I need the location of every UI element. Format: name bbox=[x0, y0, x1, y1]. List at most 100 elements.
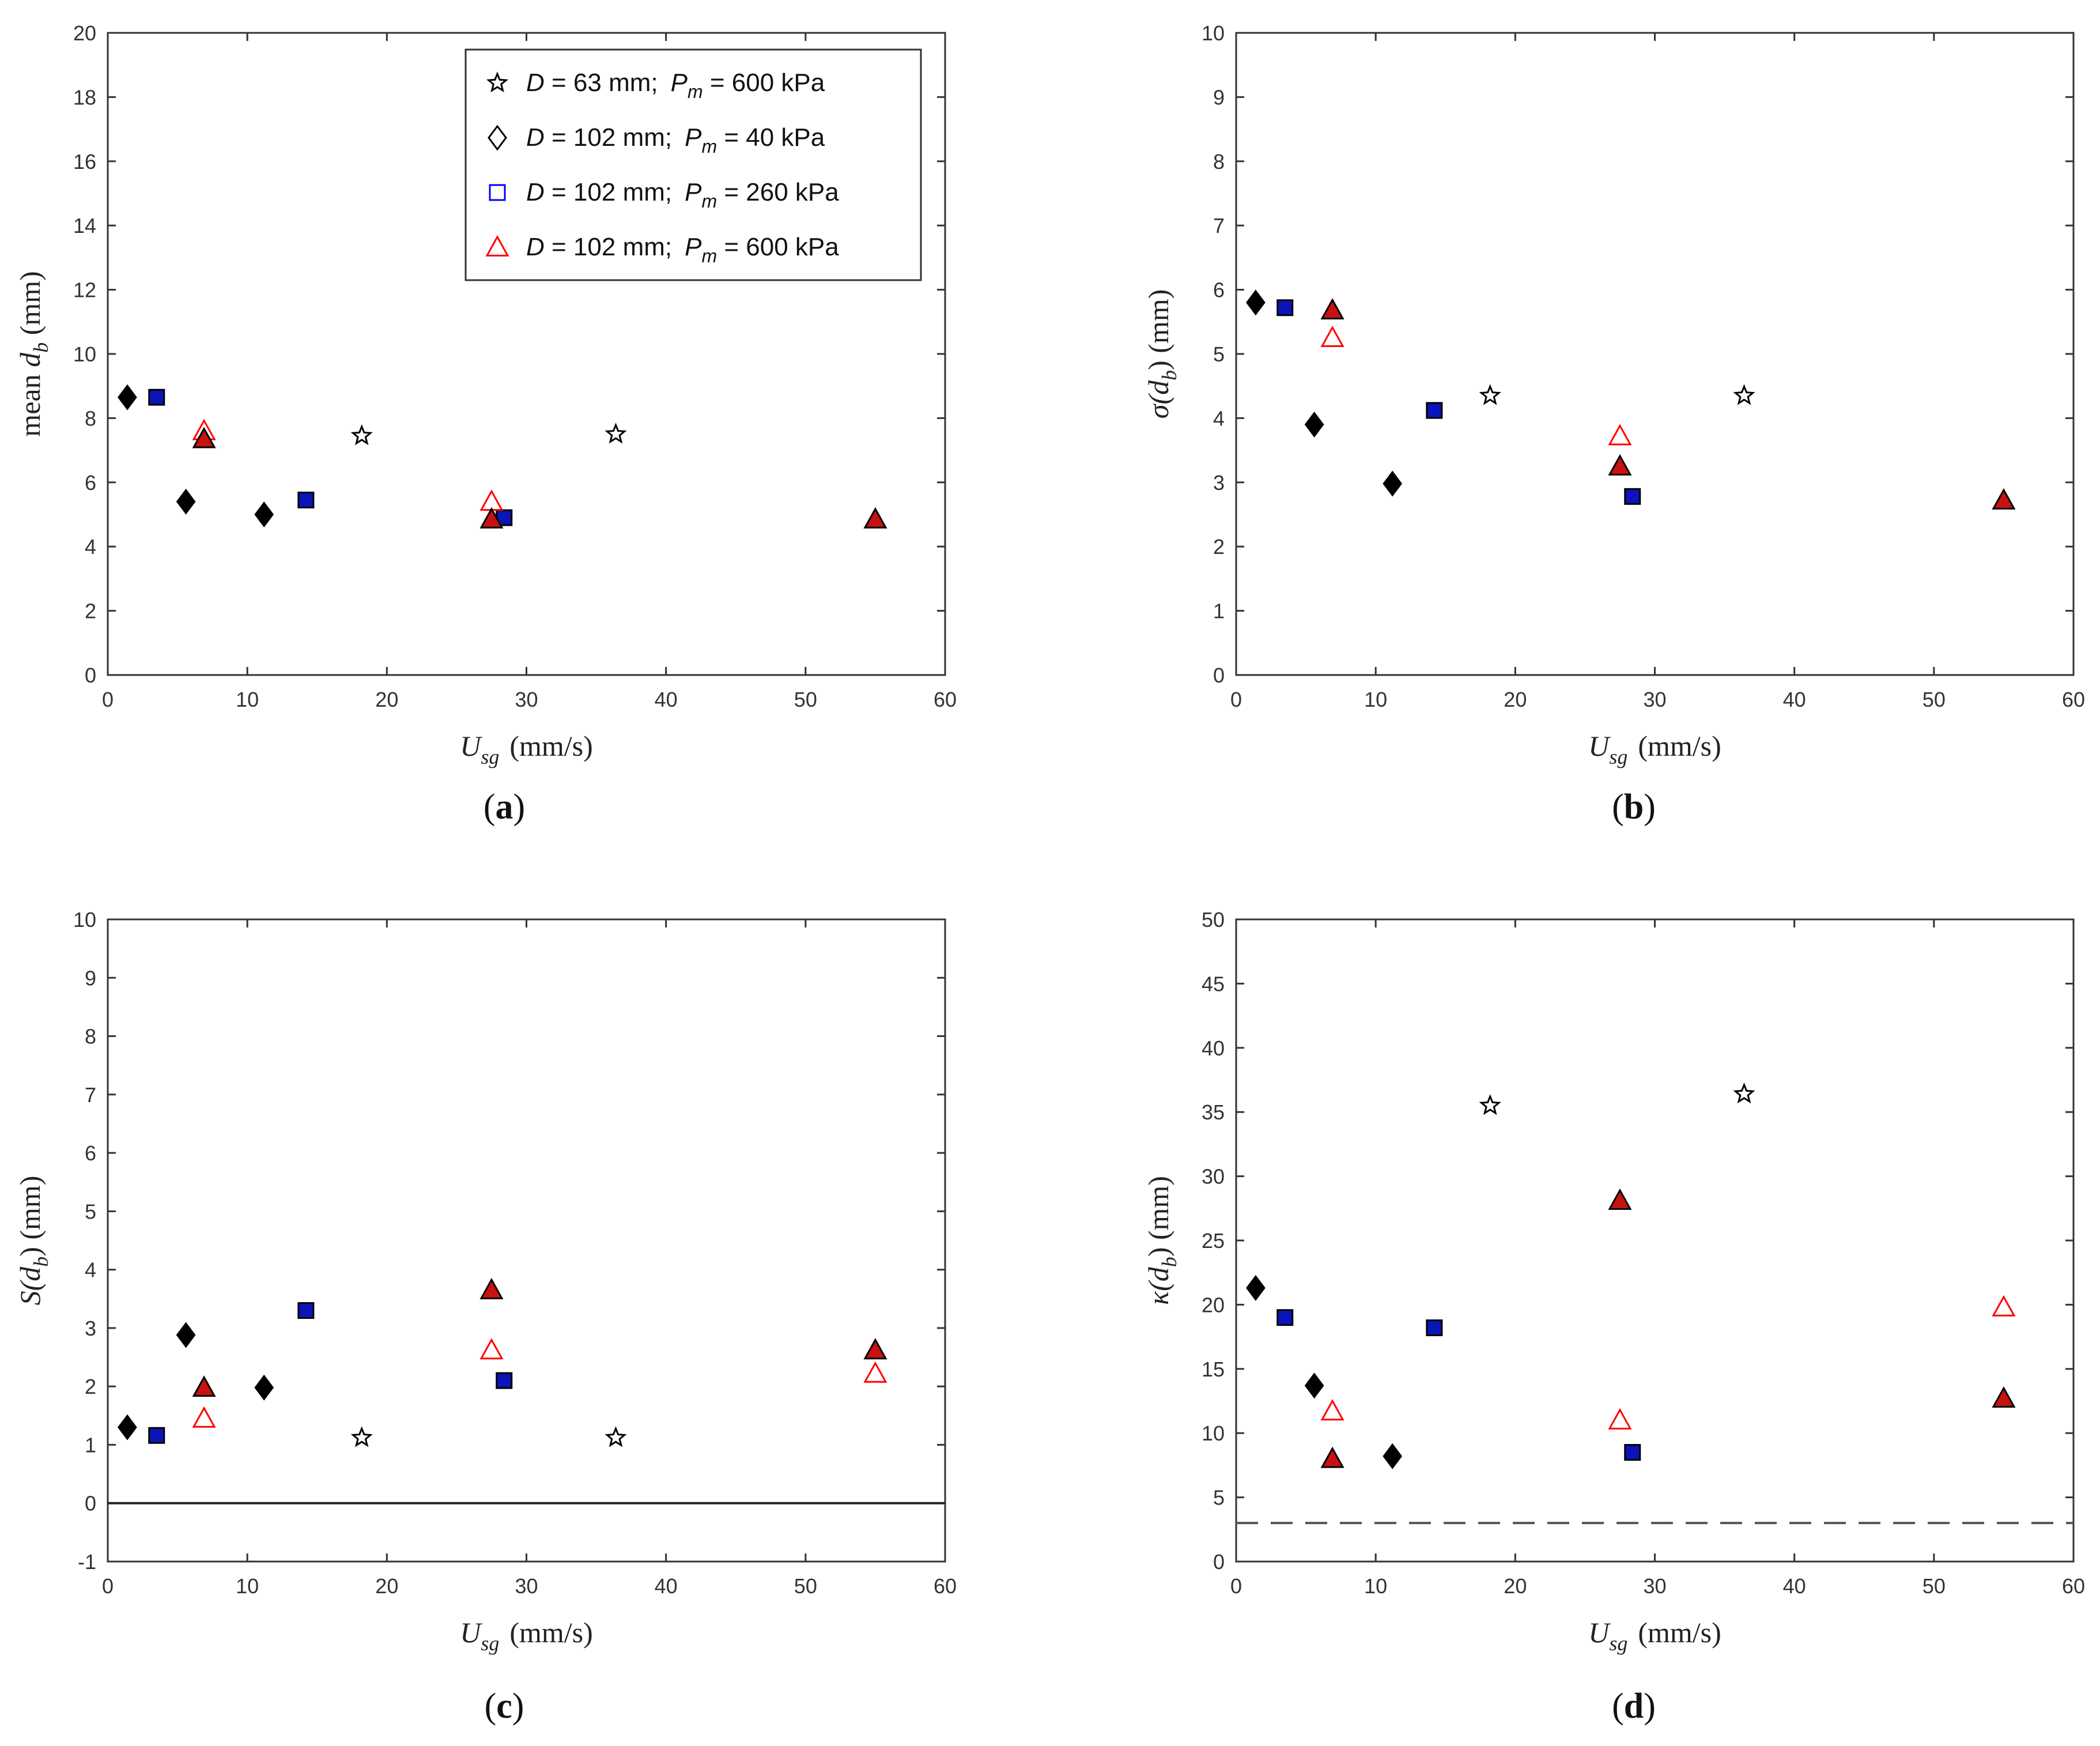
x-tick-label: 10 bbox=[1364, 1574, 1387, 1598]
data-point-square bbox=[1426, 402, 1443, 419]
data-point-diamond bbox=[1304, 412, 1324, 438]
legend-entry: D = 102 mm; Pm = 40 kPa bbox=[488, 123, 825, 157]
data-point-star bbox=[1479, 384, 1501, 405]
data-point-triangle bbox=[863, 1361, 887, 1383]
data-point-star bbox=[605, 1426, 627, 1447]
series-triangle-open bbox=[1320, 1295, 2016, 1430]
x-tick-label: 30 bbox=[1643, 1574, 1666, 1598]
y-axis-label: κ(db) (mm) bbox=[1142, 1176, 1181, 1305]
y-tick-label: 9 bbox=[1213, 85, 1225, 109]
x-tick-label: 60 bbox=[2062, 1574, 2085, 1598]
y-tick-label: 2 bbox=[85, 1375, 96, 1398]
y-axis-subscript: b bbox=[1158, 370, 1181, 380]
y-axis-label: S(db) (mm) bbox=[14, 1176, 52, 1306]
legend-d-symbol: D bbox=[526, 123, 545, 152]
data-point-triangle bbox=[1608, 1408, 1632, 1430]
y-axis-suffix: ) (mm) bbox=[1142, 1176, 1174, 1257]
legend-p-value: = 40 kPa bbox=[717, 123, 825, 152]
series-square-filled bbox=[148, 389, 513, 526]
data-point-triangle bbox=[479, 1277, 504, 1299]
x-axis-label: Usg (mm/s) bbox=[460, 1616, 593, 1655]
y-axis-suffix: ) (mm) bbox=[14, 1176, 46, 1257]
y-axis-label: σ(db) (mm) bbox=[1142, 289, 1181, 419]
data-point-triangle bbox=[1608, 424, 1632, 446]
legend-label: D = 102 mm; Pm = 40 kPa bbox=[526, 123, 825, 157]
y-tick-label: 40 bbox=[1202, 1036, 1225, 1060]
x-tick-label: 20 bbox=[375, 688, 398, 711]
data-point-triangle bbox=[1992, 1295, 2016, 1317]
y-axis-suffix: (mm) bbox=[14, 271, 46, 342]
legend-p-subscript: m bbox=[701, 136, 717, 157]
x-tick-label: 40 bbox=[1783, 1574, 1806, 1598]
panel-letter: b bbox=[1624, 787, 1644, 827]
x-axis-label: Usg (mm/s) bbox=[1588, 1616, 1721, 1655]
y-tick-label: -1 bbox=[78, 1550, 96, 1574]
panel-letter: d bbox=[1624, 1687, 1644, 1726]
legend-entry: D = 63 mm; Pm = 600 kPa bbox=[486, 69, 825, 102]
x-axis-unit: (mm/s) bbox=[509, 1616, 592, 1649]
y-axis-prefix: S( bbox=[14, 1279, 46, 1305]
data-point-square bbox=[1276, 299, 1294, 316]
x-tick-label: 40 bbox=[1783, 688, 1806, 711]
y-tick-label: 14 bbox=[73, 214, 96, 237]
x-tick-label: 60 bbox=[934, 688, 957, 711]
legend: D = 63 mm; Pm = 600 kPa D = 102 mm; Pm = 40… bbox=[464, 48, 922, 281]
x-tick-label: 10 bbox=[236, 688, 259, 711]
y-axis-prefix: mean bbox=[14, 367, 46, 437]
y-tick-label: 6 bbox=[85, 1141, 96, 1165]
y-tick-label: 10 bbox=[73, 908, 96, 932]
data-point-triangle bbox=[1320, 1399, 1344, 1421]
x-axis-subscript: sg bbox=[1609, 1632, 1627, 1655]
y-axis-symbol: d bbox=[14, 352, 46, 367]
legend-entry: D = 102 mm; Pm = 600 kPa bbox=[485, 233, 839, 266]
legend-d-value: = 102 mm; bbox=[545, 123, 672, 152]
data-point-triangle bbox=[479, 507, 504, 529]
legend-box bbox=[464, 48, 922, 281]
x-axis-label: Usg (mm/s) bbox=[460, 730, 593, 768]
data-point-triangle bbox=[1992, 488, 2016, 510]
x-axis-subscript: sg bbox=[1609, 745, 1627, 768]
legend-p-subscript: m bbox=[688, 81, 703, 102]
data-point-triangle bbox=[1320, 298, 1344, 320]
x-tick-label: 0 bbox=[1230, 688, 1242, 711]
series-star-open bbox=[350, 1426, 627, 1447]
y-tick-label: 3 bbox=[85, 1317, 96, 1340]
data-point-star bbox=[605, 423, 627, 444]
y-axis-subscript: b bbox=[29, 342, 52, 353]
x-tick-label: 40 bbox=[655, 688, 678, 711]
data-point-square bbox=[1426, 1319, 1443, 1337]
series-triangle-filled bbox=[1320, 298, 2016, 510]
data-point-triangle bbox=[1608, 454, 1632, 476]
data-point-triangle bbox=[192, 427, 216, 448]
legend-p-symbol: P bbox=[685, 123, 702, 152]
y-axis-prefix: κ( bbox=[1142, 1280, 1174, 1305]
y-tick-label: 30 bbox=[1202, 1165, 1225, 1189]
y-tick-label: 5 bbox=[85, 1200, 96, 1223]
y-tick-label: 0 bbox=[1213, 1550, 1225, 1574]
y-axis-prefix: σ( bbox=[1142, 393, 1174, 419]
y-tick-label: 10 bbox=[73, 342, 96, 366]
legend-diamond-icon bbox=[488, 125, 507, 151]
data-point-triangle bbox=[192, 1406, 216, 1428]
data-point-diamond bbox=[118, 1414, 137, 1440]
x-axis-unit: (mm/s) bbox=[1638, 1616, 1721, 1649]
legend-p-subscript: m bbox=[701, 191, 717, 212]
data-point-triangle bbox=[479, 1338, 504, 1360]
data-point-star bbox=[1479, 1094, 1501, 1115]
legend-p-symbol: P bbox=[685, 233, 702, 261]
x-tick-label: 0 bbox=[1230, 1574, 1242, 1598]
x-tick-label: 40 bbox=[655, 1574, 678, 1598]
y-tick-label: 8 bbox=[85, 406, 96, 430]
y-tick-label: 7 bbox=[85, 1083, 96, 1107]
y-axis-subscript: b bbox=[29, 1257, 52, 1267]
y-tick-label: 0 bbox=[85, 1492, 96, 1515]
data-point-square bbox=[297, 1302, 315, 1319]
y-tick-label: 2 bbox=[1213, 535, 1225, 559]
y-tick-label: 1 bbox=[1213, 599, 1225, 623]
y-tick-label: 4 bbox=[1213, 406, 1225, 430]
y-tick-label: 7 bbox=[1213, 214, 1225, 237]
panel-d: 0 10 20 30 40 50 60 0 5 10 15 20 25 30 35 40 45 50 Usg (mm/… bbox=[1142, 908, 2085, 1726]
legend-triangle-icon bbox=[485, 235, 509, 257]
legend-label: D = 102 mm; Pm = 260 kPa bbox=[526, 178, 839, 212]
